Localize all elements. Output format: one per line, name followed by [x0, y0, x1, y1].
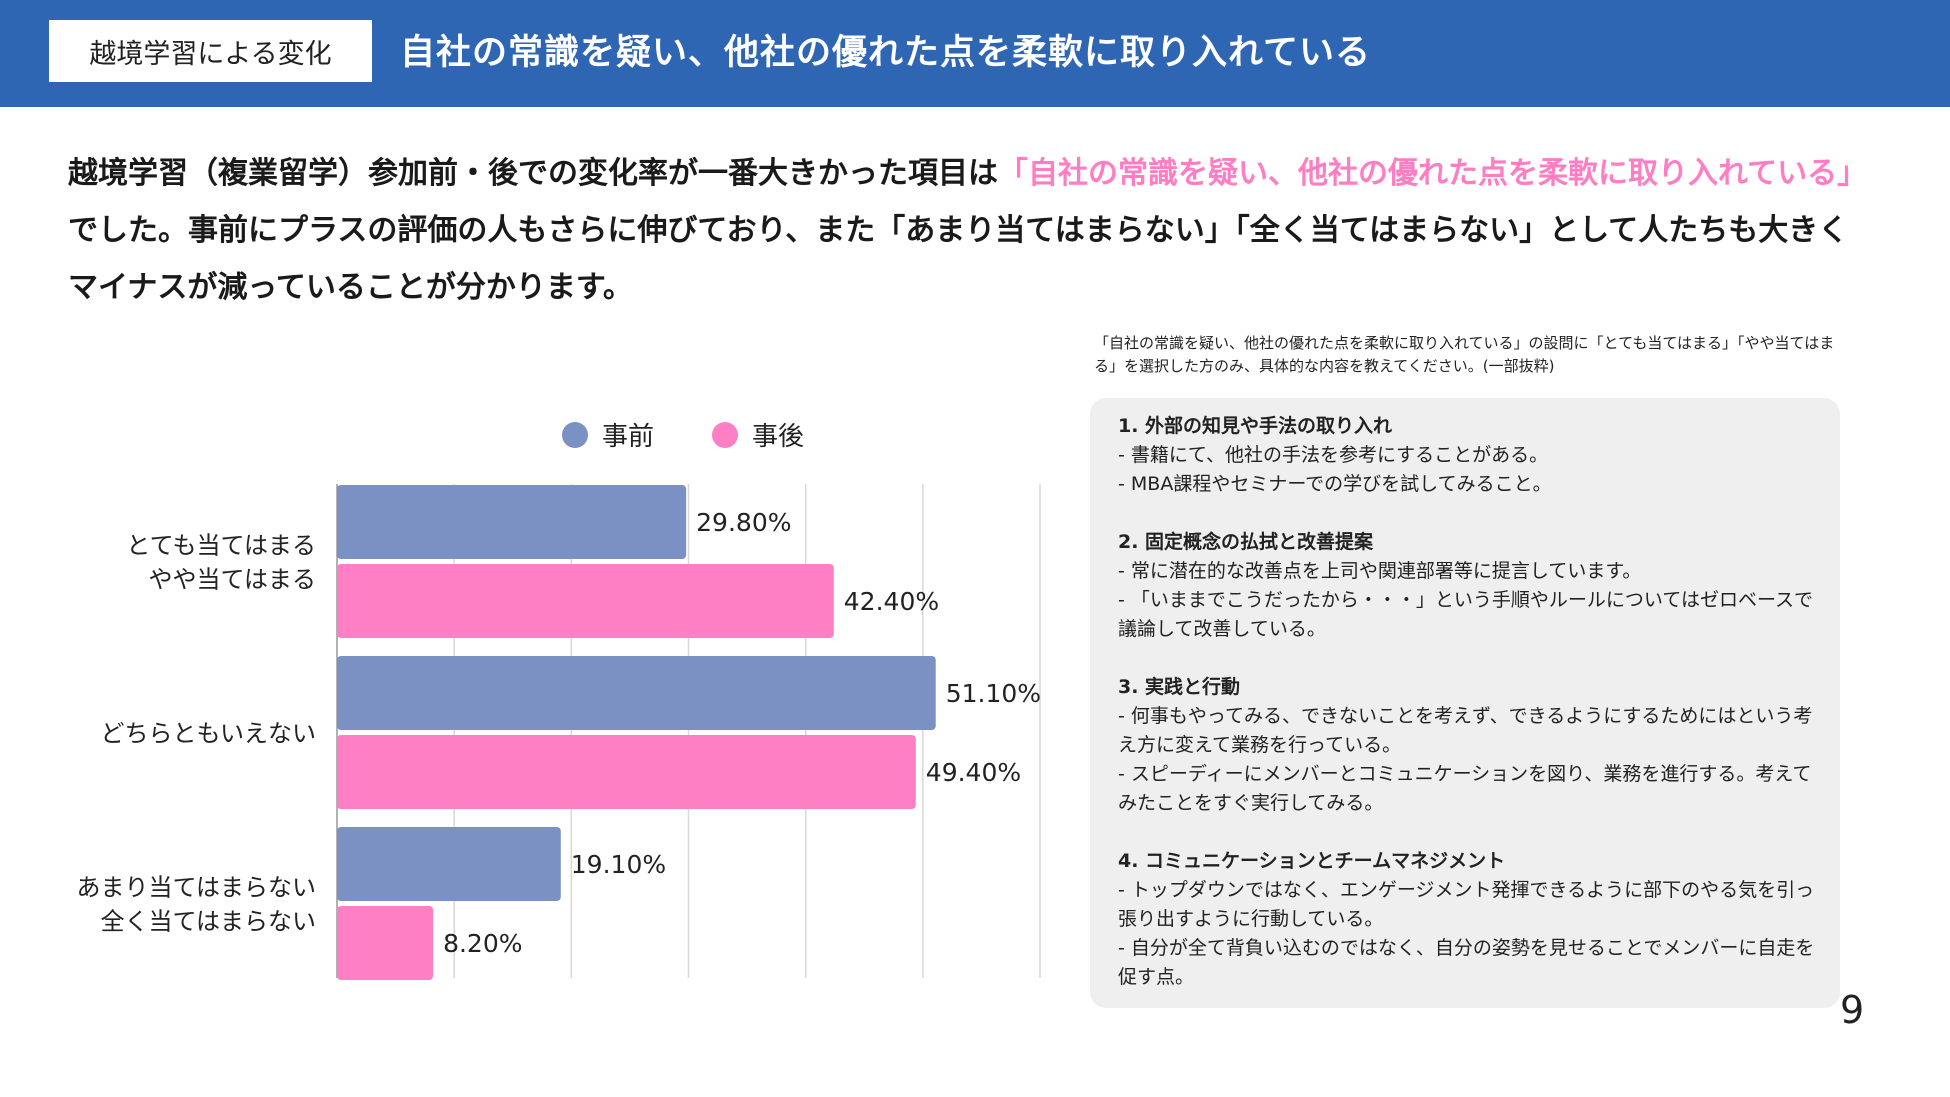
answer-line: - スピーディーにメンバーとコミュニケーションを図り、業務を進行する。考えてみた…	[1118, 763, 1812, 814]
answer-section-title: 3. 実践と行動	[1118, 676, 1241, 698]
bar-before	[337, 485, 687, 559]
legend-label: 事前	[602, 422, 654, 452]
section-tag: 越境学習による変化	[49, 20, 372, 82]
answer-line: - トップダウンではなく、エンゲージメント発揮できるように部下のやる気を引っ張り…	[1118, 879, 1815, 930]
bar-before	[337, 656, 936, 730]
answer-section: 1. 外部の知見や手法の取り入れ - 書籍にて、他社の手法を参考にすることがある。…	[1118, 412, 1818, 499]
answer-line: - 常に潜在的な改善点を上司や関連部署等に提言しています。	[1118, 560, 1642, 582]
category-label: どちらともいえない	[100, 720, 316, 748]
answer-line: - 自分が全て背負い込むのではなく、自分の姿勢を見せることでメンバーに自走を促す…	[1118, 937, 1815, 988]
category-label-line: 全く当てはまらない	[100, 908, 316, 936]
bar-chart: 事前 事後 29.80% 42.40% とても当てはまるやや当てはまる 51.10% 49.…	[76, 422, 1041, 980]
bar-after	[337, 735, 916, 809]
category-label-line: とても当てはまる	[126, 532, 316, 560]
page-title: 自社の常識を疑い、他社の優れた点を柔軟に取り入れている	[400, 33, 1371, 73]
data-label: 51.10%	[946, 679, 1041, 708]
intro-highlight: 「自社の常識を疑い、他社の優れた点を柔軟に取り入れている」	[998, 156, 1868, 191]
page-number: 9	[1840, 988, 1865, 1032]
header-bar: 越境学習による変化 自社の常識を疑い、他社の優れた点を柔軟に取り入れている	[0, 0, 1950, 107]
answer-section: 2. 固定概念の払拭と改善提案 - 常に潜在的な改善点を上司や関連部署等に提言して…	[1118, 528, 1818, 644]
category-label-line: やや当てはまる	[148, 566, 316, 594]
answer-section-title: 1. 外部の知見や手法の取り入れ	[1118, 415, 1393, 437]
answer-line: - 何事もやってみる、できないことを考えず、できるようにするためにはという考え方…	[1118, 705, 1813, 756]
answers-list: 1. 外部の知見や手法の取り入れ - 書籍にて、他社の手法を参考にすることがある。…	[1118, 412, 1818, 1021]
survey-note: 「自社の常識を疑い、他社の優れた点を柔軟に取り入れている」の設問に「とても当ては…	[1094, 334, 1835, 375]
legend-marker	[562, 422, 588, 448]
answer-line: - 書籍にて、他社の手法を参考にすることがある。	[1118, 444, 1549, 466]
category-label: あまり当てはまらない全く当てはまらない	[76, 874, 316, 936]
intro-part-2: でした。事前にプラスの評価の人もさらに伸びており、また「あまり当てはまらない」「…	[68, 213, 1849, 305]
data-label: 8.20%	[443, 929, 522, 958]
answer-section-title: 2. 固定概念の払拭と改善提案	[1118, 531, 1374, 553]
intro-text: 越境学習（複業留学）参加前・後での変化率が一番大きかった項目は「自社の常識を疑い…	[68, 145, 1868, 316]
category-label-line: どちらともいえない	[100, 720, 316, 748]
data-label: 49.40%	[926, 758, 1021, 787]
category-label-line: あまり当てはまらない	[76, 874, 316, 902]
legend-marker	[712, 422, 738, 448]
answer-section-title: 4. コミュニケーションとチームマネジメント	[1118, 850, 1506, 872]
data-label: 19.10%	[571, 850, 666, 879]
answer-section: 3. 実践と行動 - 何事もやってみる、できないことを考えず、できるようにするため…	[1118, 673, 1818, 818]
intro-part-1: 越境学習（複業留学）参加前・後での変化率が一番大きかった項目は	[68, 156, 998, 191]
answer-section: 4. コミュニケーションとチームマネジメント - トップダウンではなく、エンゲージ…	[1118, 847, 1818, 992]
answer-line: - 「いままでこうだったから・・・」という手順やルールについてはゼロベースで議論…	[1118, 589, 1813, 640]
answer-line: - MBA課程やセミナーでの学びを試してみること。	[1118, 473, 1552, 495]
bar-before	[337, 827, 561, 901]
answers-panel: 1. 外部の知見や手法の取り入れ - 書籍にて、他社の手法を参考にすることがある。…	[1090, 398, 1840, 1008]
category-label: とても当てはまるやや当てはまる	[126, 532, 316, 594]
legend-label: 事後	[752, 422, 804, 452]
data-label: 42.40%	[844, 587, 939, 616]
data-label: 29.80%	[696, 508, 791, 537]
bar-after	[337, 564, 834, 638]
bar-after	[337, 906, 434, 980]
